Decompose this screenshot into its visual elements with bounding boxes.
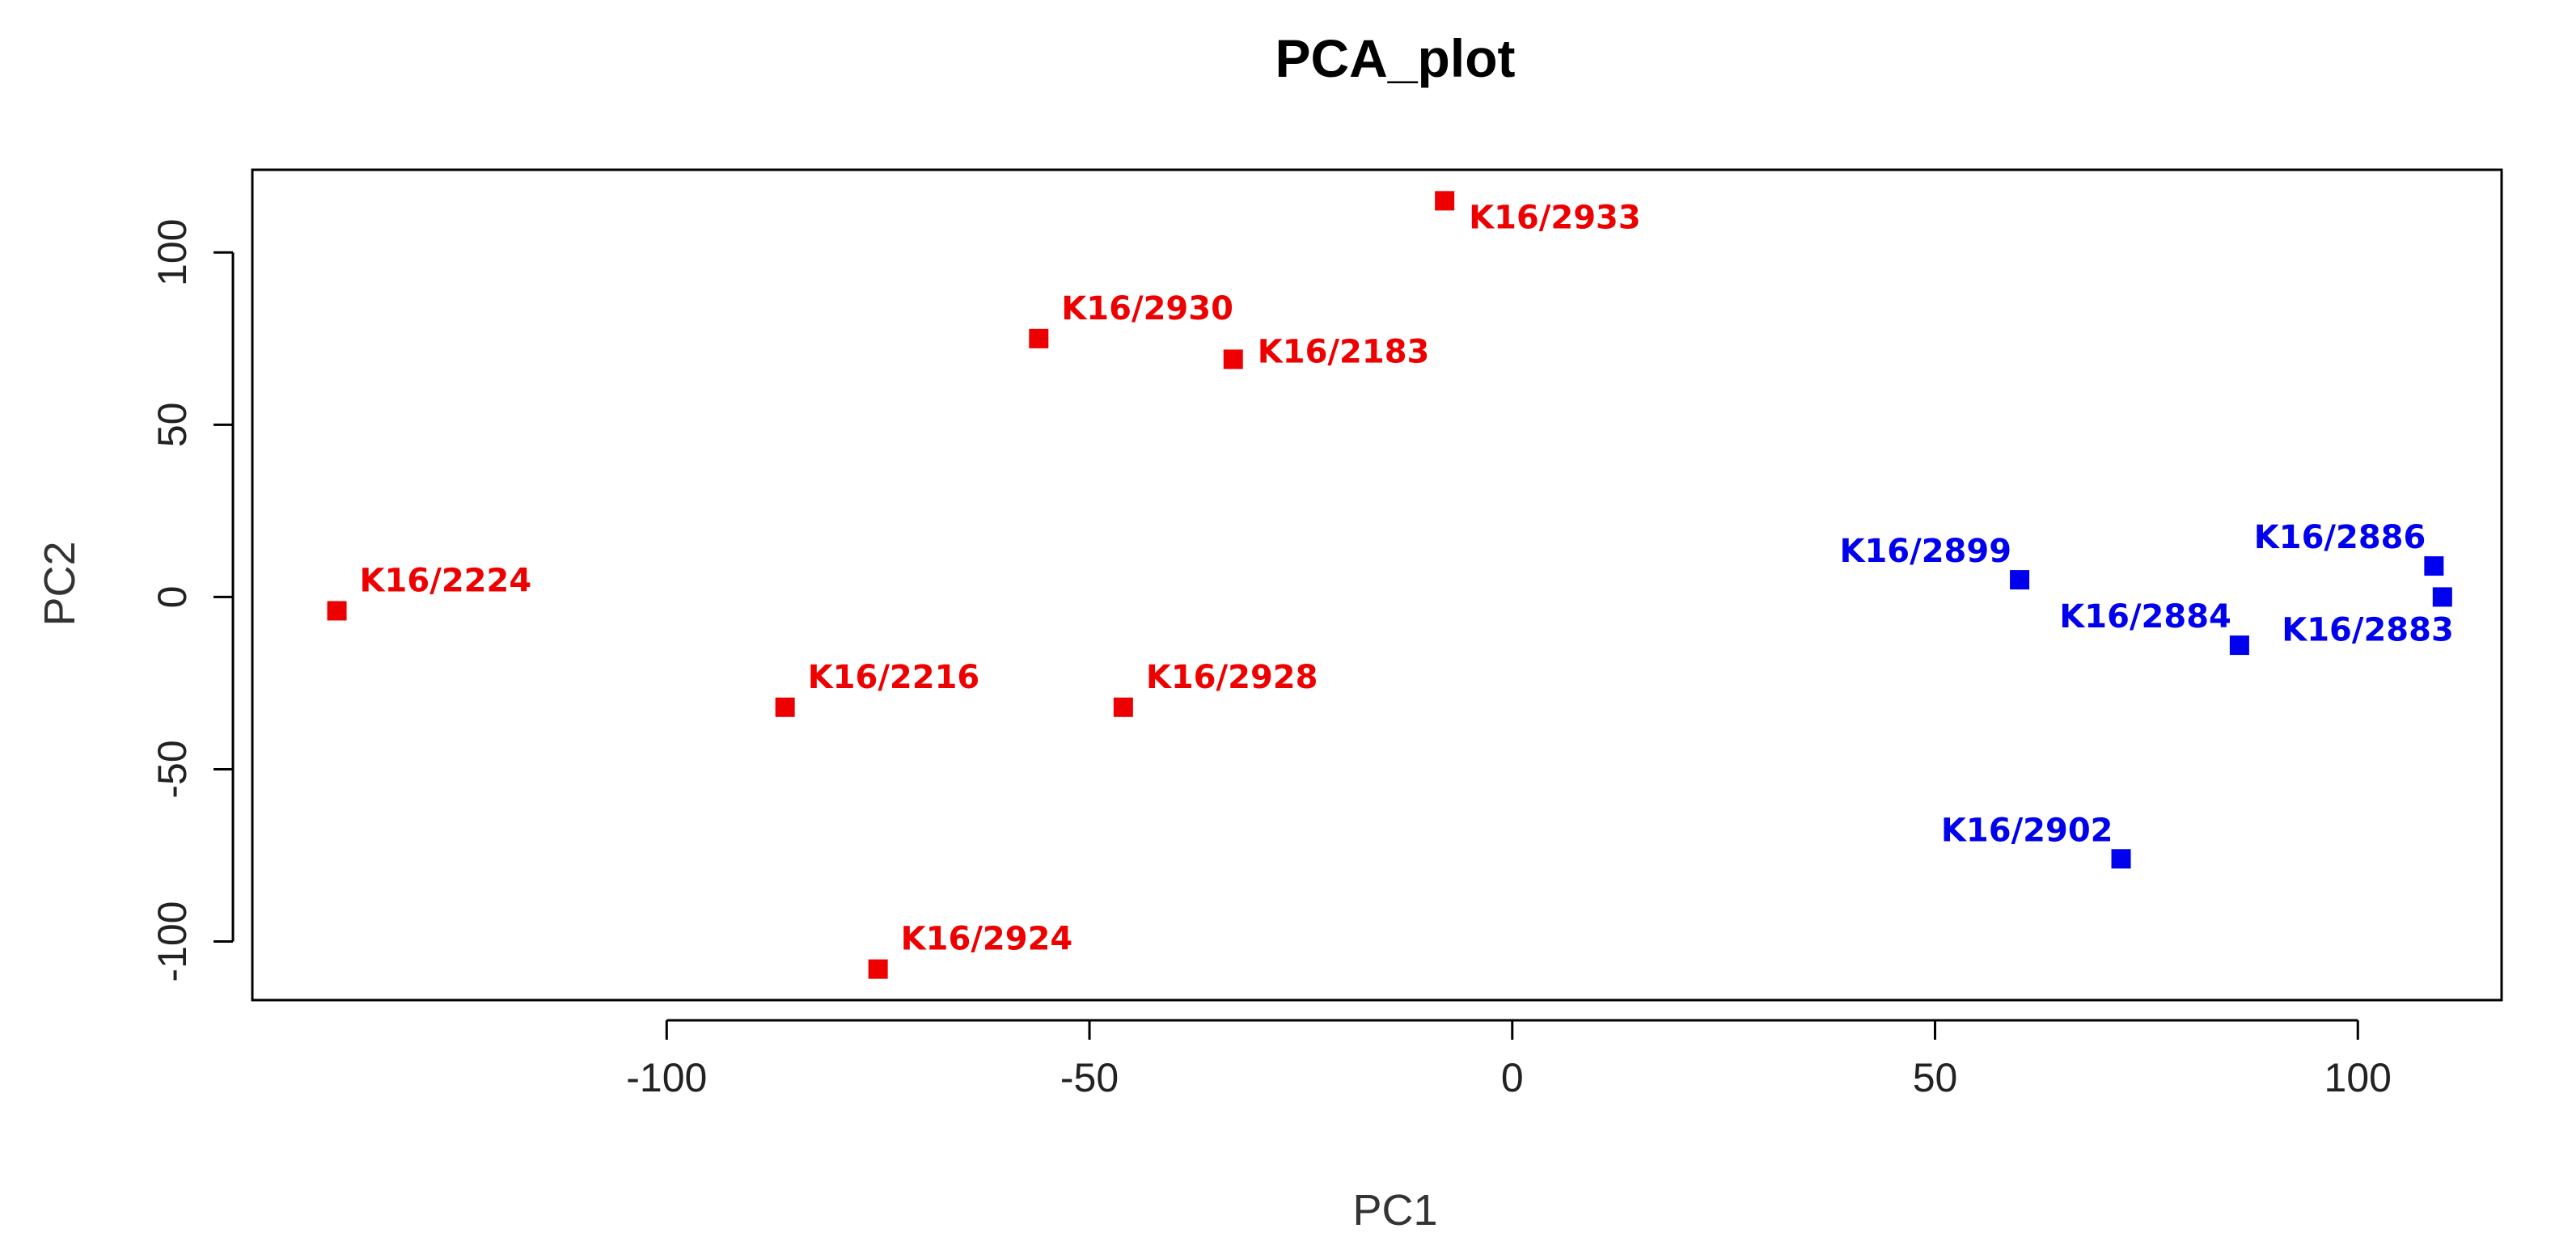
point-label: K16/2216 [808, 659, 980, 696]
data-point [1223, 349, 1243, 369]
chart-title: PCA_plot [1275, 28, 1516, 88]
x-tick-label: -50 [1060, 1055, 1119, 1100]
point-label: K16/2928 [1146, 659, 1318, 696]
data-point [2432, 587, 2452, 607]
x-tick-label: 100 [2324, 1055, 2392, 1100]
point-label: K16/2930 [1061, 290, 1233, 327]
point-label: K16/2899 [1839, 533, 2011, 570]
data-point [2010, 570, 2030, 590]
data-point [1029, 328, 1049, 348]
points-layer: K16/2933 K16/2930 K16/2183 K16/2224 K16/2216… [327, 191, 2454, 979]
data-point [2229, 635, 2249, 656]
x-tick-label: 50 [1913, 1055, 1958, 1100]
data-point [2424, 556, 2444, 576]
data-point [1113, 697, 1133, 717]
y-tick-label: -50 [150, 740, 195, 798]
y-tick-label: -100 [150, 901, 195, 982]
x-tick-label: -100 [626, 1055, 707, 1100]
plot-frame [251, 168, 2503, 1002]
y-axis-label: PC2 [36, 541, 84, 626]
data-point [775, 697, 795, 717]
x-axis: -100 -50 0 50 100 [626, 1019, 2392, 1100]
y-tick-label: 50 [150, 403, 195, 448]
point-label: K16/2883 [2282, 611, 2454, 648]
point-label: K16/2924 [901, 921, 1073, 958]
point-label: K16/2933 [1469, 199, 1641, 236]
data-point [868, 959, 888, 979]
point-label: K16/2902 [1941, 812, 2113, 849]
x-axis-label: PC1 [1352, 1186, 1437, 1235]
point-label: K16/2183 [1258, 333, 1430, 370]
data-point [2111, 849, 2131, 869]
y-tick-label: 0 [150, 586, 195, 609]
point-label: K16/2884 [2059, 598, 2231, 635]
point-label: K16/2224 [360, 562, 532, 599]
y-tick-label: 100 [150, 219, 195, 286]
x-tick-label: 0 [1501, 1055, 1524, 1100]
data-point [327, 601, 347, 621]
data-point [1435, 191, 1455, 211]
point-label: K16/2886 [2254, 519, 2426, 556]
y-axis: -100 -50 0 50 100 [150, 219, 235, 982]
